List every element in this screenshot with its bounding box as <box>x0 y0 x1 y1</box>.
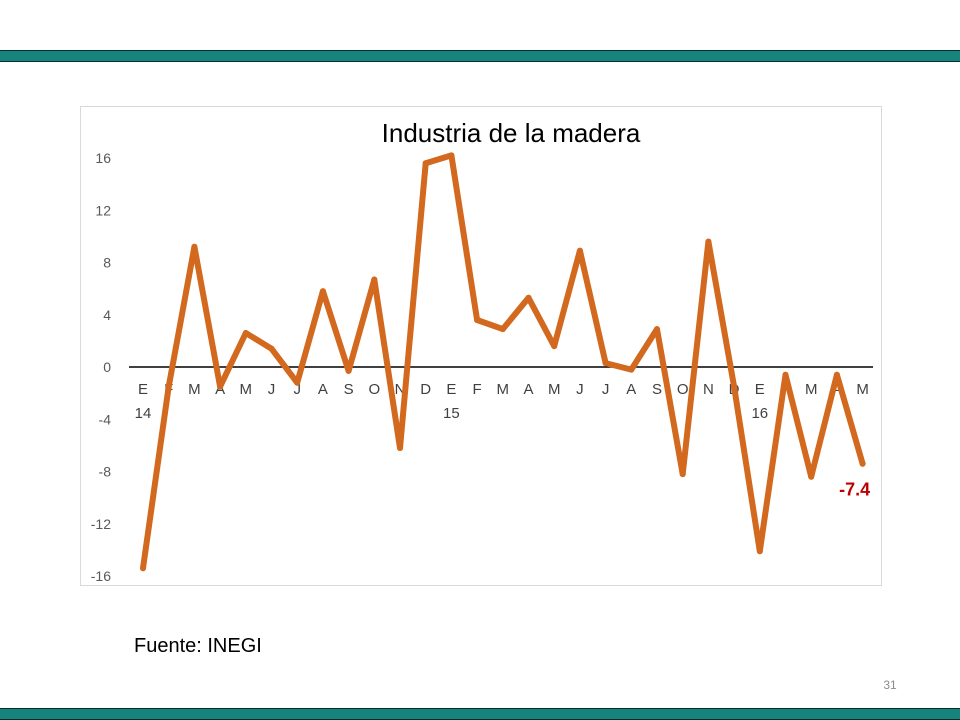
y-tick-label: 12 <box>95 202 111 218</box>
data-point <box>654 326 660 333</box>
chart-area: Industria de la madera 16 12 8 4 0 -4 -8 -12 -16… <box>80 106 882 586</box>
top-accent-band <box>0 50 960 62</box>
y-tick-label: 4 <box>103 307 111 323</box>
data-point <box>217 383 224 390</box>
y-tick-label: -12 <box>91 516 111 532</box>
x-tick-label: S <box>344 381 354 398</box>
x-tick-label: E <box>138 381 148 398</box>
y-tick-label: -4 <box>99 411 112 427</box>
x-tick-label: J <box>293 381 301 398</box>
x-tick-label: J <box>576 381 584 398</box>
data-point <box>191 243 198 250</box>
data-point <box>371 276 378 283</box>
data-point <box>499 326 506 333</box>
y-tick-label: -16 <box>91 568 111 584</box>
x-tick-label: M <box>188 381 201 398</box>
source-note: Fuente: INEGI <box>134 635 262 657</box>
data-point <box>576 247 583 254</box>
x-tick-label: O <box>677 381 689 398</box>
x-tick-label: A <box>318 381 328 398</box>
x-tick-label: M <box>548 381 561 398</box>
y-tick-label: -8 <box>99 464 112 480</box>
data-point <box>859 460 866 467</box>
line-chart: Industria de la madera 16 12 8 4 0 -4 -8 -12 -16… <box>91 118 873 584</box>
x-tick-label: A <box>523 381 533 398</box>
x-tick-label: N <box>395 381 406 398</box>
data-point <box>319 288 326 295</box>
x-tick-label: A <box>832 381 842 398</box>
data-point <box>294 379 301 386</box>
slide-number: 31 <box>883 678 897 692</box>
data-point <box>448 152 455 159</box>
x-year-label: 14 <box>135 405 152 422</box>
data-point <box>756 548 763 555</box>
x-tick-label: M <box>805 381 818 398</box>
last-value-label: -7.4 <box>839 480 870 500</box>
x-tick-label: M <box>856 381 869 398</box>
x-tick-label: M <box>497 381 510 398</box>
data-point <box>422 160 429 167</box>
x-axis-year-labels: 14 15 16 <box>135 405 768 422</box>
x-tick-label: J <box>268 381 276 398</box>
data-point <box>782 371 789 378</box>
data-points <box>140 152 866 572</box>
y-tick-label: 16 <box>95 150 111 166</box>
data-point <box>602 360 609 367</box>
data-point <box>525 294 532 301</box>
data-point <box>140 565 146 572</box>
x-tick-label: J <box>602 381 610 398</box>
data-point <box>474 317 481 323</box>
x-year-label: 16 <box>751 405 768 422</box>
y-axis-ticks: 16 12 8 4 0 -4 -8 -12 -16 <box>91 150 111 584</box>
data-point <box>731 383 738 390</box>
data-point <box>808 473 815 480</box>
x-tick-label: N <box>703 381 714 398</box>
x-tick-label: E <box>755 381 765 398</box>
data-point <box>833 371 840 378</box>
data-point <box>397 445 403 451</box>
data-point <box>268 345 275 352</box>
x-tick-label: D <box>420 381 431 398</box>
data-point <box>242 330 249 336</box>
y-tick-label: 0 <box>103 359 111 375</box>
data-point <box>165 383 172 390</box>
x-year-label: 15 <box>443 405 460 422</box>
series-line <box>140 152 866 572</box>
data-point <box>345 367 352 374</box>
y-tick-label: 8 <box>103 255 111 271</box>
data-point <box>551 343 558 350</box>
x-tick-label: E <box>446 381 456 398</box>
x-tick-label: O <box>368 381 380 398</box>
x-tick-label: F <box>473 381 482 398</box>
chart-title: Industria de la madera <box>382 118 641 148</box>
x-tick-label: M <box>240 381 253 398</box>
x-axis-ticks: EFMAMJJASONDEFMAMJJASONDEFMAM <box>138 381 869 398</box>
data-point <box>705 238 712 245</box>
bottom-accent-band <box>0 708 960 720</box>
data-point <box>628 366 635 373</box>
x-tick-label: S <box>652 381 662 398</box>
data-point <box>679 471 686 478</box>
x-tick-label: A <box>626 381 636 398</box>
